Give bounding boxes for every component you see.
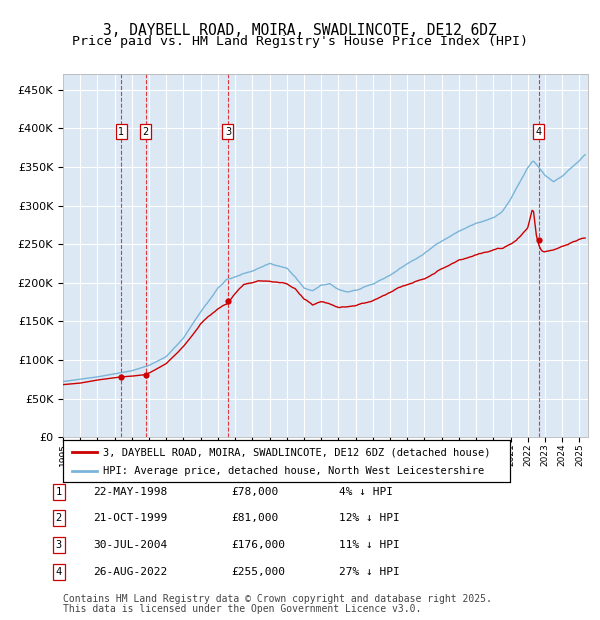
Text: 26-AUG-2022: 26-AUG-2022 [93, 567, 167, 577]
Text: 27% ↓ HPI: 27% ↓ HPI [339, 567, 400, 577]
Text: £81,000: £81,000 [231, 513, 278, 523]
Text: 1: 1 [118, 126, 124, 136]
Text: £255,000: £255,000 [231, 567, 285, 577]
Text: 12% ↓ HPI: 12% ↓ HPI [339, 513, 400, 523]
Text: 30-JUL-2004: 30-JUL-2004 [93, 540, 167, 550]
Text: 3, DAYBELL ROAD, MOIRA, SWADLINCOTE, DE12 6DZ: 3, DAYBELL ROAD, MOIRA, SWADLINCOTE, DE1… [103, 23, 497, 38]
Text: 4% ↓ HPI: 4% ↓ HPI [339, 487, 393, 497]
Text: £78,000: £78,000 [231, 487, 278, 497]
Text: 22-MAY-1998: 22-MAY-1998 [93, 487, 167, 497]
Text: 2: 2 [142, 126, 149, 136]
Text: Contains HM Land Registry data © Crown copyright and database right 2025.: Contains HM Land Registry data © Crown c… [63, 594, 492, 604]
Text: 21-OCT-1999: 21-OCT-1999 [93, 513, 167, 523]
Text: 3: 3 [225, 126, 231, 136]
Text: £176,000: £176,000 [231, 540, 285, 550]
Text: 4: 4 [536, 126, 542, 136]
Text: 4: 4 [56, 567, 62, 577]
Text: 1: 1 [56, 487, 62, 497]
Text: 2: 2 [56, 513, 62, 523]
Text: 3, DAYBELL ROAD, MOIRA, SWADLINCOTE, DE12 6DZ (detached house): 3, DAYBELL ROAD, MOIRA, SWADLINCOTE, DE1… [103, 447, 491, 457]
Text: Price paid vs. HM Land Registry's House Price Index (HPI): Price paid vs. HM Land Registry's House … [72, 35, 528, 48]
Text: 3: 3 [56, 540, 62, 550]
Text: 11% ↓ HPI: 11% ↓ HPI [339, 540, 400, 550]
Text: HPI: Average price, detached house, North West Leicestershire: HPI: Average price, detached house, Nort… [103, 466, 484, 476]
Text: This data is licensed under the Open Government Licence v3.0.: This data is licensed under the Open Gov… [63, 604, 421, 614]
